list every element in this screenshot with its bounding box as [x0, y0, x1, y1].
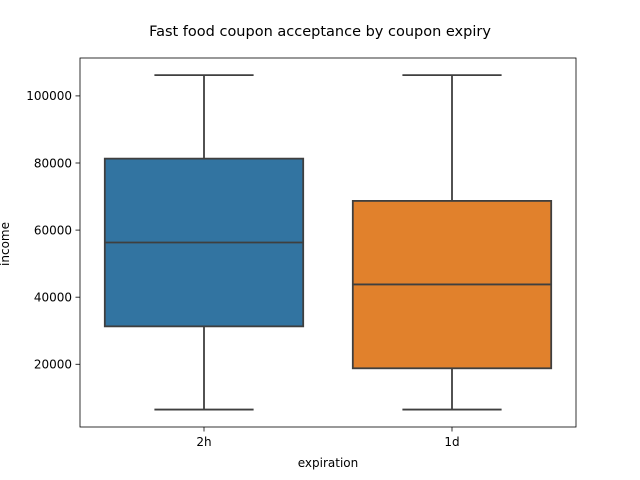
chart-title: Fast food coupon acceptance by coupon ex… [149, 24, 491, 40]
box-2h [103, 74, 305, 411]
x-tick-label-1d: 1d [444, 435, 459, 449]
y-axis-label: income [0, 222, 12, 266]
y-tick-label-20000: 20000 [34, 358, 72, 372]
x-axis-label: expiration [298, 456, 359, 470]
box-1d [351, 74, 553, 411]
x-axis: 2h 1d [196, 427, 460, 449]
y-tick-label-40000: 40000 [34, 290, 72, 304]
plot-frame [79, 57, 577, 428]
y-tick-label-100000: 100000 [26, 89, 72, 103]
plot-area [103, 74, 553, 411]
y-tick-label-80000: 80000 [34, 156, 72, 170]
y-axis: 20000 40000 60000 80000 100000 [26, 89, 80, 372]
x-tick-label-2h: 2h [196, 435, 211, 449]
y-tick-label-60000: 60000 [34, 223, 72, 237]
